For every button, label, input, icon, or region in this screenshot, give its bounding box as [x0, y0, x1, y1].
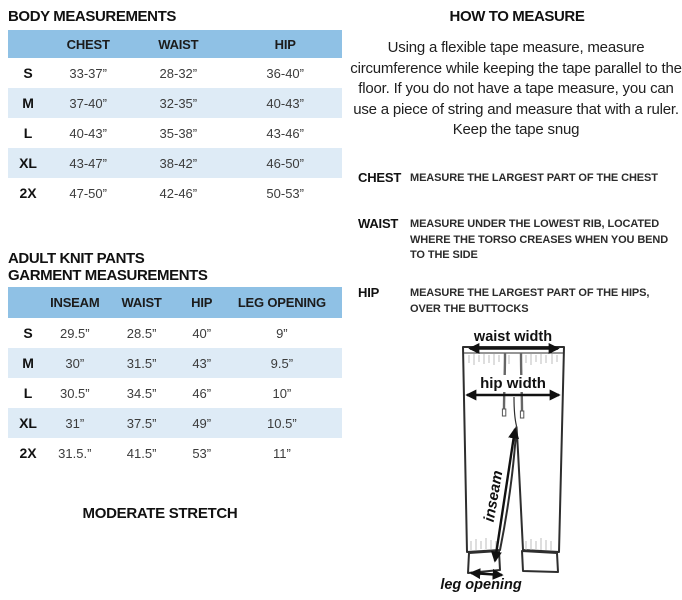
table-row: S 29.5” 28.5” 40” 9” [8, 318, 342, 348]
hip-width-label: hip width [480, 375, 546, 392]
table-row: M 37-40” 32-35” 40-43” [8, 88, 342, 118]
pants-table-header-row: INSEAM WAIST HIP LEG OPENING [8, 287, 342, 318]
table-row: 2X 47-50” 42-46” 50-53” [8, 178, 342, 208]
table-row: L 40-43” 35-38” 43-46” [8, 118, 342, 148]
table-row: 2X 31.5.” 41.5” 53” 11” [8, 438, 342, 468]
how-to-measure-title: HOW TO MEASURE [449, 8, 585, 25]
pants-table-header-hip: HIP [191, 295, 213, 310]
body-table-header-hip: HIP [274, 36, 296, 52]
definition-text-hip: MEASURE THE LARGEST PART OF THE HIPS, OV… [410, 287, 650, 315]
leg-opening-arrow [469, 568, 504, 580]
pants-table-title: ADULT KNIT PANTS GARMENT MEASUREMENTS [8, 250, 208, 284]
definition-term-hip: HIP [358, 285, 380, 300]
table-row: L 30.5” 34.5” 46” 10” [8, 378, 342, 408]
inseam-arrow [490, 427, 520, 563]
waist-width-label: waist width [473, 329, 552, 345]
table-row: S 33-37” 28-32” 36-40” [8, 58, 342, 88]
leg-opening-label: leg opening [440, 577, 522, 593]
definition-text-waist: MEASURE UNDER THE LOWEST RIB, LOCATED WH… [410, 218, 669, 261]
table-row: M 30” 31.5” 43” 9.5” [8, 348, 342, 378]
body-table-header-chest: CHEST [66, 36, 110, 52]
body-table-header-row: CHEST WAIST HIP [8, 30, 342, 58]
pants-table-header-inseam: INSEAM [50, 295, 100, 310]
pants-measurements-table: INSEAM WAIST HIP LEG OPENING S 29.5” 28.… [8, 287, 342, 468]
definition-term-waist: WAIST [358, 216, 399, 231]
stretch-note: MODERATE STRETCH [82, 505, 238, 522]
pants-table-header-waist: WAIST [121, 295, 162, 310]
table-row: XL 31” 37.5” 49” 10.5” [8, 408, 342, 438]
pants-table-header-leg-opening: LEG OPENING [237, 295, 326, 310]
how-to-measure-intro: Using a flexible tape measure, measure c… [350, 39, 682, 138]
pants-measurement-diagram: waist width hip width inseam leg opening [440, 329, 565, 593]
body-table-title: BODY MEASUREMENTS [8, 8, 176, 25]
table-row: XL 43-47” 38-42” 46-50” [8, 148, 342, 178]
definition-term-chest: CHEST [358, 170, 402, 185]
definition-text-chest: MEASURE THE LARGEST PART OF THE CHEST [410, 172, 658, 184]
hip-width-label-bg [483, 375, 543, 392]
waistband-gathers [468, 354, 558, 365]
body-measurements-table: CHEST WAIST HIP S 33-37” 28-32” 36-40” M… [8, 30, 342, 208]
body-table-header-waist: WAIST [158, 36, 199, 52]
